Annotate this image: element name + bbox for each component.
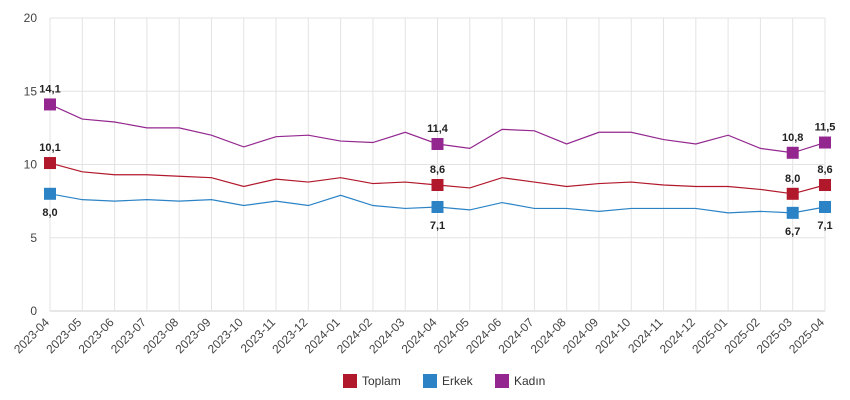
y-tick-label: 20 — [24, 11, 38, 25]
legend-label-erkek: Erkek — [442, 374, 474, 388]
x-axis-ticks: 2023-042023-052023-062023-072023-082023-… — [11, 315, 827, 356]
marker-erkek — [786, 206, 799, 219]
y-tick-label: 0 — [30, 304, 37, 318]
marker-toplam — [44, 157, 56, 170]
marker-kadın — [819, 136, 831, 149]
marker-toplam — [819, 179, 831, 192]
legend-swatch-toplam — [343, 374, 357, 388]
data-label-toplam: 8,6 — [430, 164, 445, 176]
y-tick-label: 15 — [24, 84, 38, 98]
data-label-kadın: 14,1 — [39, 83, 60, 95]
data-labels: 10,1 8,6 8,0 8,6 8,0 7,1 6,7 7,1 14,1 11,4 10,8 11,… — [39, 83, 835, 237]
data-label-erkek: 7,1 — [817, 220, 832, 232]
marker-kadın — [431, 137, 444, 150]
series-markers — [44, 98, 831, 219]
data-label-erkek: 7,1 — [430, 220, 445, 232]
data-label-kadın: 10,8 — [782, 132, 803, 144]
grid — [49, 17, 826, 312]
marker-toplam — [431, 179, 444, 192]
y-axis-ticks: 0 5 10 15 20 — [24, 11, 38, 318]
legend-label-toplam: Toplam — [362, 374, 401, 388]
y-tick-label: 10 — [24, 158, 38, 172]
data-label-erkek: 6,7 — [785, 226, 800, 238]
marker-erkek — [431, 200, 444, 213]
data-label-toplam: 8,0 — [785, 173, 800, 185]
legend-swatch-erkek — [423, 374, 437, 388]
data-label-erkek: 8,0 — [42, 207, 57, 219]
data-label-kadın: 11,5 — [815, 122, 836, 134]
marker-erkek — [819, 200, 831, 213]
legend: Toplam Erkek Kadın — [343, 374, 545, 388]
y-tick-label: 5 — [30, 231, 37, 245]
marker-toplam — [786, 187, 799, 200]
marker-kadın — [44, 98, 56, 111]
x-tick-label: 2024-10 — [592, 315, 633, 356]
marker-kadın — [786, 146, 799, 159]
data-label-kadın: 11,4 — [427, 123, 449, 135]
marker-erkek — [44, 187, 56, 200]
data-label-toplam: 8,6 — [817, 164, 832, 176]
legend-swatch-kadın — [495, 374, 509, 388]
legend-label-kadın: Kadın — [514, 374, 545, 388]
x-tick-label: 2025-04 — [786, 315, 827, 356]
data-label-toplam: 10,1 — [39, 142, 60, 154]
x-tick-label: 2023-10 — [205, 315, 246, 356]
